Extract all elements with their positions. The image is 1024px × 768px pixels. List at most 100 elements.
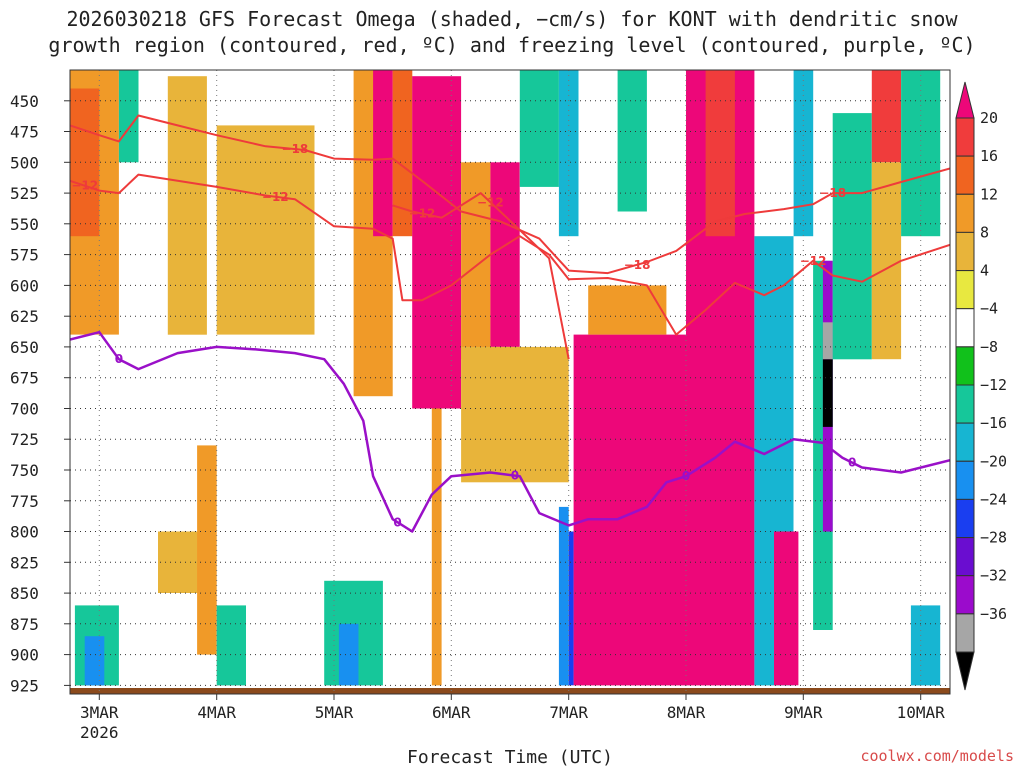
contour-label: −12	[262, 190, 289, 204]
contour-label: 0	[682, 469, 690, 483]
contour-line	[70, 173, 950, 336]
colorbar-top-arrow	[955, 81, 975, 119]
colorbar-box	[955, 498, 975, 538]
colorbar-label: −32	[980, 567, 1007, 585]
contour-label: −12	[71, 179, 98, 193]
y-axis: 450 475 500 525 550 575 600 625 650 675 700 725 750 7…	[10, 92, 70, 695]
contour-line	[70, 114, 950, 275]
omega-cell	[822, 322, 833, 360]
x-tick-label: 7MAR	[549, 703, 588, 722]
contours: −18 −18 −18 −12 −12 −12 −12 −12 0 0 0 0 0	[70, 114, 950, 533]
y-tick-label: 650	[10, 338, 39, 357]
omega-cell	[118, 70, 139, 163]
colorbar-label: 4	[980, 262, 989, 280]
colorbar-box	[955, 231, 975, 271]
y-tick-label: 550	[10, 215, 39, 234]
omega-cell	[519, 70, 559, 187]
omega-cell	[832, 113, 872, 360]
contour-label: 0	[393, 515, 401, 529]
x-tick-sublabel: 2026	[80, 723, 119, 742]
chart-title-line1: 2026030218 GFS Forecast Omega (shaded, −…	[66, 7, 958, 31]
colorbar-box	[955, 270, 975, 310]
omega-cell	[901, 70, 941, 237]
contour-label: 0	[848, 456, 856, 470]
y-tick-label: 675	[10, 369, 39, 388]
omega-cell	[793, 70, 814, 237]
colorbar-box	[955, 613, 975, 653]
grid-lines	[70, 70, 950, 694]
omega-cell	[871, 70, 902, 163]
omega-cell	[910, 605, 941, 686]
colorbar-label: 20	[980, 109, 998, 127]
y-tick-label: 875	[10, 615, 39, 634]
x-tick-label: 9MAR	[784, 703, 823, 722]
colorbar-label: −4	[980, 300, 998, 318]
y-tick-label: 600	[10, 276, 39, 295]
colorbar-box	[955, 537, 975, 577]
contour-label: −12	[409, 207, 436, 221]
omega-cell	[822, 359, 833, 427]
omega-cell	[871, 162, 902, 360]
x-tick-label: 4MAR	[197, 703, 236, 722]
contour-line	[392, 192, 570, 360]
colorbar-box	[955, 575, 975, 615]
colorbar-bottom-arrow	[955, 651, 975, 691]
colorbar-label: −8	[980, 338, 998, 356]
colorbar-label: −20	[980, 452, 1007, 470]
colorbar-box	[955, 384, 975, 424]
colorbar-box	[955, 422, 975, 462]
x-tick-label: 5MAR	[315, 703, 354, 722]
y-tick-label: 575	[10, 246, 39, 265]
colorbar: 20 16 12 8 4 −4 −8 −12 −16 −20 −24 −28 −32 −36	[955, 81, 1007, 691]
omega-cell	[412, 76, 462, 409]
omega-cell	[392, 70, 413, 237]
y-tick-label: 900	[10, 646, 39, 665]
colorbar-label: −16	[980, 414, 1007, 432]
colorbar-label: 16	[980, 147, 998, 165]
chart-title-line2: growth region (contoured, red, ºC) and f…	[48, 33, 975, 57]
colorbar-box	[955, 193, 975, 233]
omega-cell	[705, 70, 735, 237]
omega-cell	[216, 605, 246, 686]
omega-cell	[774, 531, 799, 686]
omega-cell	[84, 636, 105, 686]
omega-cell	[338, 623, 359, 686]
x-tick-label: 6MAR	[432, 703, 471, 722]
colorbar-label: −12	[980, 376, 1007, 394]
x-tick-label: 8MAR	[667, 703, 706, 722]
y-tick-label: 825	[10, 553, 39, 572]
colorbar-label: −36	[980, 605, 1007, 623]
colorbar-label: 8	[980, 223, 989, 241]
y-tick-label: 450	[10, 92, 39, 111]
ground-strip	[70, 688, 950, 694]
colorbar-label: −28	[980, 529, 1007, 547]
y-tick-label: 750	[10, 461, 39, 480]
y-tick-label: 775	[10, 492, 39, 511]
contour-label: −18	[282, 142, 309, 156]
contour-label: −12	[477, 195, 504, 209]
contour-label: −12	[800, 254, 827, 268]
contour-label: 0	[511, 469, 519, 483]
colorbar-box	[955, 460, 975, 500]
y-tick-label: 725	[10, 430, 39, 449]
omega-cell	[373, 70, 393, 237]
y-tick-label: 850	[10, 584, 39, 603]
omega-cell	[461, 162, 491, 360]
x-tick-label: 3MAR	[80, 703, 119, 722]
omega-cell	[167, 76, 207, 335]
y-tick-label: 625	[10, 307, 39, 326]
omega-cell	[558, 506, 569, 686]
y-tick-label: 700	[10, 400, 39, 419]
plot-frame	[69, 69, 951, 695]
colorbar-box	[955, 346, 975, 386]
omega-cell	[70, 88, 100, 237]
y-tick-label: 525	[10, 184, 39, 203]
omega-cell	[461, 346, 569, 483]
colorbar-box	[955, 155, 975, 195]
contour-label: −18	[819, 186, 846, 200]
x-axis-label: Forecast Time (UTC)	[407, 747, 613, 768]
omega-shading	[70, 70, 941, 686]
y-tick-label: 925	[10, 676, 39, 695]
omega-cell	[568, 531, 574, 686]
